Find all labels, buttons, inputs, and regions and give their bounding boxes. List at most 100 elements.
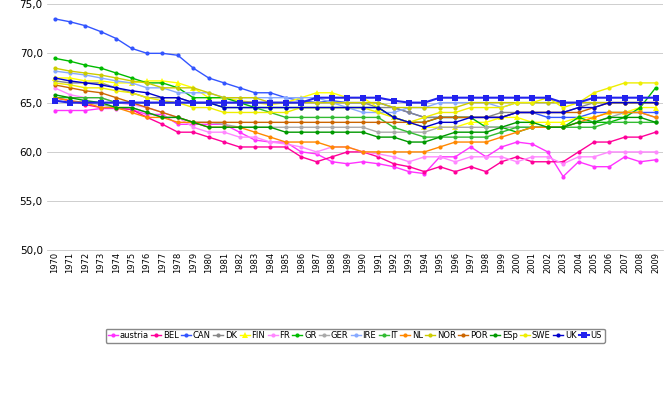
- Line: BEL: BEL: [52, 96, 658, 174]
- austria: [543, 149, 551, 154]
- IT: [127, 100, 135, 105]
- SWE: [605, 85, 613, 90]
- NL: [127, 110, 135, 115]
- GR: [636, 105, 644, 110]
- US: [466, 95, 474, 100]
- SWE: [220, 110, 228, 115]
- FIN: [466, 120, 474, 125]
- FR: [281, 141, 289, 146]
- UK: [574, 105, 582, 110]
- BEL: [251, 145, 259, 149]
- GER: [127, 105, 135, 110]
- DK: [559, 110, 567, 115]
- POR: [405, 120, 413, 125]
- CAN: [359, 100, 367, 105]
- DK: [297, 100, 306, 105]
- NOR: [636, 100, 644, 105]
- DK: [220, 100, 228, 105]
- IRE: [482, 100, 490, 105]
- NOR: [482, 100, 490, 105]
- SWE: [96, 85, 105, 90]
- US: [359, 95, 367, 100]
- austria: [420, 171, 428, 176]
- IT: [81, 95, 89, 100]
- GR: [543, 125, 551, 130]
- ESp: [143, 110, 151, 115]
- ESp: [220, 125, 228, 130]
- Line: FR: FR: [52, 86, 658, 166]
- POR: [328, 120, 336, 125]
- GER: [451, 125, 459, 130]
- GR: [174, 85, 182, 90]
- ESp: [390, 135, 398, 139]
- IRE: [559, 100, 567, 105]
- GR: [436, 115, 444, 120]
- POR: [81, 88, 89, 93]
- austria: [313, 152, 321, 156]
- DK: [235, 100, 243, 105]
- UK: [420, 125, 428, 130]
- NL: [344, 145, 352, 149]
- GER: [143, 110, 151, 115]
- DK: [513, 110, 521, 115]
- DK: [143, 95, 151, 100]
- US: [497, 95, 505, 100]
- ESp: [297, 130, 306, 135]
- Line: CAN: CAN: [52, 17, 658, 120]
- UK: [543, 110, 551, 115]
- UK: [66, 78, 74, 83]
- NOR: [620, 100, 628, 105]
- NOR: [174, 85, 182, 90]
- BEL: [266, 145, 274, 149]
- POR: [574, 110, 582, 115]
- NL: [574, 120, 582, 125]
- SWE: [235, 110, 243, 115]
- US: [405, 100, 413, 105]
- NL: [313, 140, 321, 145]
- UK: [96, 82, 105, 87]
- IRE: [328, 100, 336, 105]
- NL: [81, 100, 89, 105]
- NL: [436, 145, 444, 149]
- IRE: [112, 78, 120, 83]
- GER: [420, 130, 428, 135]
- GR: [204, 95, 212, 100]
- BEL: [390, 161, 398, 166]
- FR: [158, 110, 166, 115]
- FIN: [266, 102, 274, 107]
- POR: [605, 100, 613, 105]
- NL: [513, 130, 521, 135]
- FR: [513, 159, 521, 164]
- CAN: [127, 46, 135, 51]
- DK: [158, 95, 166, 100]
- POR: [204, 120, 212, 125]
- CAN: [251, 90, 259, 95]
- NOR: [81, 71, 89, 76]
- NOR: [235, 95, 243, 100]
- ESp: [574, 120, 582, 125]
- POR: [636, 100, 644, 105]
- BEL: [313, 159, 321, 164]
- US: [127, 100, 135, 105]
- SWE: [466, 105, 474, 110]
- IRE: [189, 90, 197, 95]
- austria: [359, 159, 367, 164]
- POR: [220, 120, 228, 125]
- DK: [543, 110, 551, 115]
- IT: [66, 95, 74, 100]
- ESp: [96, 100, 105, 105]
- IT: [189, 100, 197, 105]
- US: [528, 95, 536, 100]
- ESp: [344, 130, 352, 135]
- POR: [420, 120, 428, 125]
- GER: [605, 115, 613, 120]
- FIN: [328, 90, 336, 95]
- NOR: [189, 85, 197, 90]
- GER: [590, 120, 598, 125]
- US: [189, 100, 197, 105]
- IT: [559, 125, 567, 130]
- CAN: [651, 110, 659, 115]
- US: [636, 95, 644, 100]
- POR: [127, 100, 135, 105]
- IRE: [620, 100, 628, 105]
